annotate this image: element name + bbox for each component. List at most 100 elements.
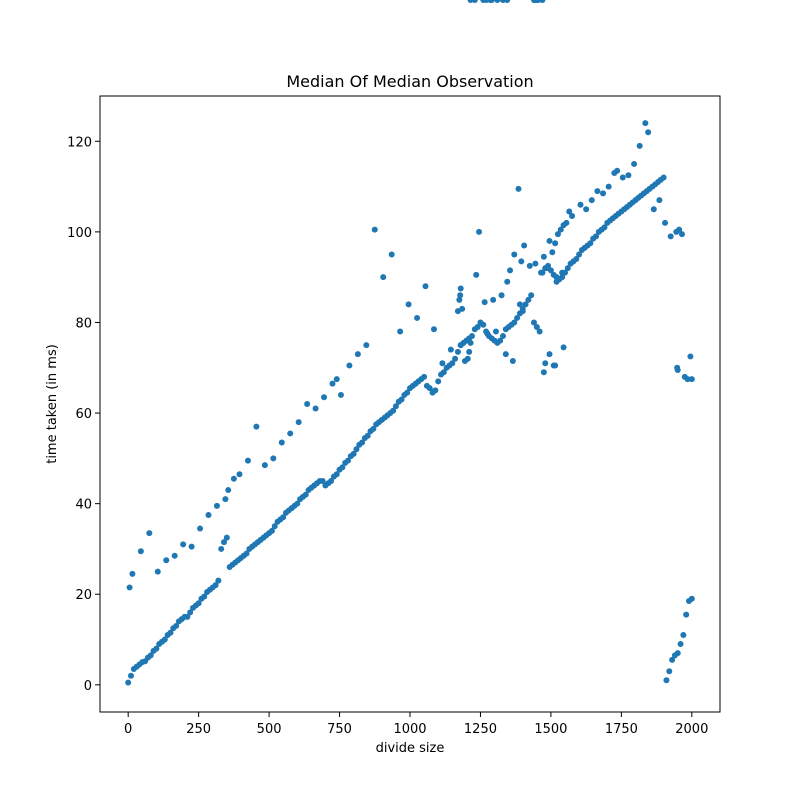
- data-point: [676, 226, 683, 233]
- data-point: [363, 342, 370, 349]
- data-point: [457, 292, 464, 299]
- data-point: [337, 391, 344, 398]
- data-point: [370, 425, 377, 432]
- data-point: [516, 301, 523, 308]
- data-point: [421, 373, 428, 380]
- data-point: [605, 183, 612, 190]
- data-point: [515, 185, 522, 192]
- data-point: [213, 502, 220, 509]
- data-point: [244, 457, 251, 464]
- data-point: [631, 160, 638, 167]
- data-point: [128, 672, 134, 679]
- data-point: [500, 333, 506, 340]
- data-point: [137, 548, 144, 555]
- data-point: [426, 385, 433, 392]
- data-point: [553, 278, 560, 285]
- data-point: [488, 0, 495, 3]
- data-point: [287, 430, 294, 437]
- data-point: [329, 380, 336, 387]
- y-tick-label: 80: [75, 316, 92, 331]
- data-point: [669, 656, 676, 663]
- data-point: [576, 251, 583, 258]
- data-point: [333, 471, 340, 478]
- data-point: [466, 348, 473, 355]
- data-point: [167, 629, 174, 636]
- data-point: [173, 622, 180, 629]
- data-point: [538, 269, 545, 276]
- x-tick-label: 500: [257, 722, 282, 737]
- data-point: [687, 353, 694, 360]
- y-tick-label: 100: [67, 226, 92, 241]
- data-point: [573, 256, 580, 263]
- data-point: [663, 677, 670, 684]
- data-point: [278, 439, 285, 446]
- data-point: [642, 120, 649, 127]
- data-point: [440, 369, 447, 376]
- data-point: [619, 174, 626, 181]
- data-point: [680, 632, 687, 638]
- data-point: [678, 231, 685, 238]
- x-tick-label: 2000: [675, 722, 708, 737]
- data-point: [388, 251, 395, 258]
- data-point: [467, 339, 474, 346]
- data-point: [480, 321, 487, 328]
- y-tick-label: 120: [67, 135, 92, 150]
- data-point: [225, 487, 232, 494]
- data-point: [587, 240, 594, 247]
- data-point: [497, 337, 504, 344]
- y-axis-label: time taken (in ms): [45, 344, 60, 464]
- y-tick-label: 60: [75, 407, 92, 422]
- data-point: [439, 360, 446, 367]
- data-point: [222, 496, 229, 503]
- data-point: [514, 314, 521, 321]
- data-point: [588, 197, 595, 204]
- data-point: [594, 188, 601, 195]
- data-point: [328, 478, 335, 484]
- data-point: [456, 296, 463, 303]
- data-point: [650, 206, 657, 213]
- data-point: [125, 679, 132, 686]
- data-point: [473, 271, 480, 278]
- data-point: [339, 464, 346, 471]
- data-point: [504, 0, 511, 3]
- data-point: [353, 446, 360, 453]
- data-point: [459, 305, 466, 312]
- data-point: [221, 539, 227, 546]
- data-point: [218, 545, 225, 552]
- data-point: [502, 351, 509, 358]
- data-point: [184, 613, 191, 620]
- x-tick-label: 250: [186, 722, 211, 737]
- data-point: [484, 330, 491, 337]
- data-point: [481, 299, 488, 306]
- data-point: [683, 611, 690, 618]
- data-point: [414, 314, 421, 321]
- data-point: [552, 240, 559, 247]
- data-point: [147, 652, 154, 659]
- data-point: [321, 394, 328, 401]
- data-point: [188, 543, 195, 550]
- data-point: [625, 172, 632, 179]
- data-point: [345, 457, 351, 464]
- data-point: [223, 534, 230, 541]
- x-tick-label: 0: [124, 722, 132, 737]
- data-point: [180, 541, 187, 548]
- data-point: [511, 319, 518, 326]
- data-point: [583, 206, 590, 213]
- data-point: [295, 419, 302, 426]
- data-point: [536, 328, 543, 335]
- data-point: [509, 357, 516, 364]
- data-point: [546, 351, 553, 358]
- y-tick-label: 0: [84, 679, 92, 694]
- data-point: [350, 450, 357, 457]
- data-point: [390, 407, 397, 414]
- data-point: [153, 645, 160, 652]
- data-point: [304, 401, 311, 407]
- data-point: [577, 201, 584, 208]
- data-point: [243, 550, 250, 557]
- data-point: [236, 471, 243, 478]
- data-point: [371, 226, 378, 233]
- data-point: [333, 376, 340, 383]
- data-point: [354, 351, 361, 358]
- data-point: [397, 328, 404, 335]
